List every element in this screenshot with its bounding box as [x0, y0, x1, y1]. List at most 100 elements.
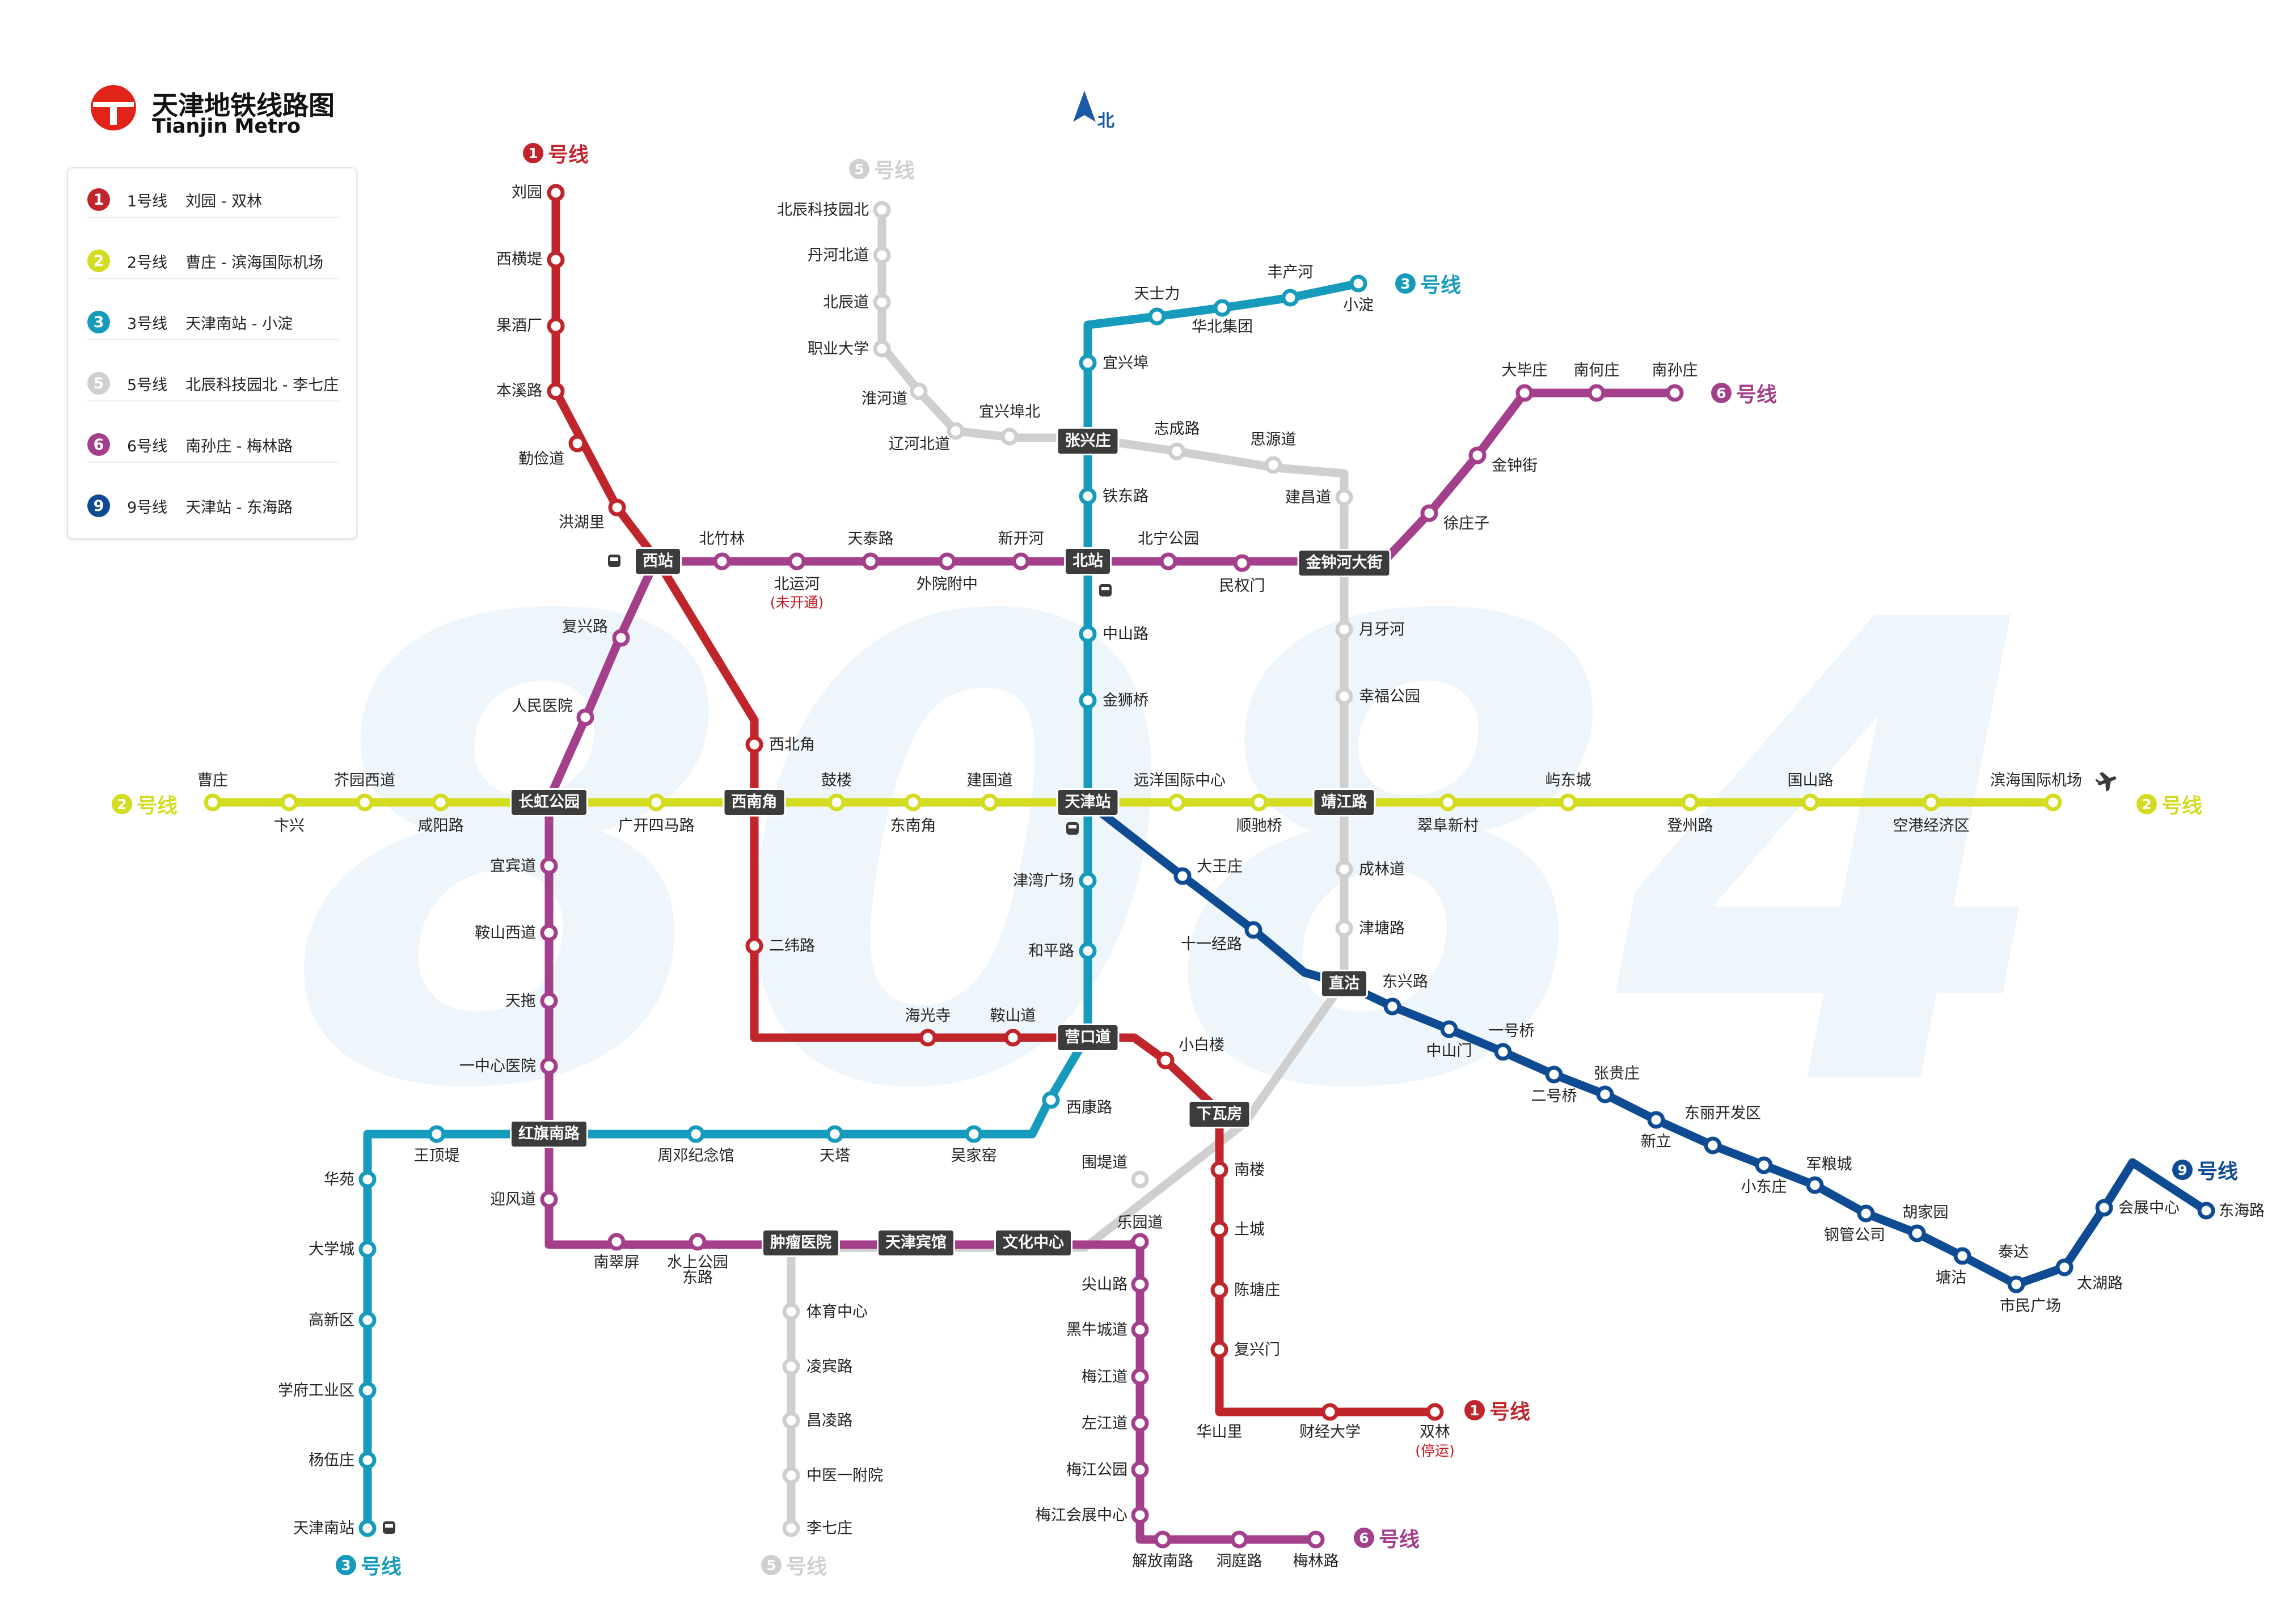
station-label[interactable]: 勤俭道 [518, 450, 564, 468]
station-label[interactable]: 幸福公园 [1359, 688, 1420, 705]
station-label[interactable]: 中山门 [1426, 1042, 1472, 1060]
station-label[interactable]: 陈塘庄 [1234, 1282, 1280, 1299]
station-label[interactable]: 市民广场 [2000, 1297, 2061, 1315]
station-label[interactable]: 顺驰桥 [1236, 817, 1282, 835]
station-label[interactable]: 国山路 [1787, 772, 1834, 789]
station-label[interactable]: 中医一附院 [806, 1467, 883, 1485]
station-label[interactable]: 南何庄 [1573, 362, 1620, 379]
station-label[interactable]: 梅江公园 [1066, 1461, 1128, 1479]
station-label[interactable]: 乐园道 [1117, 1214, 1163, 1232]
station-label[interactable]: 钢管公司 [1824, 1227, 1885, 1244]
station-label[interactable]: 卞兴 [274, 817, 305, 835]
station-label[interactable]: 二号桥 [1531, 1088, 1577, 1105]
station-label[interactable]: 空港经济区 [1893, 817, 1970, 835]
station-label[interactable]: 左江道 [1082, 1415, 1128, 1432]
station-label[interactable]: 鞍山道 [990, 1007, 1036, 1025]
station-label[interactable]: 金钟街 [1492, 457, 1538, 475]
station-label[interactable]: 学府工业区 [278, 1382, 354, 1399]
station-label[interactable]: 昌凌路 [806, 1412, 852, 1430]
station-label[interactable]: 大王庄 [1197, 858, 1243, 876]
station-label[interactable]: 刘园 [512, 184, 542, 201]
station-label[interactable]: 西北角 [769, 736, 815, 754]
station-label[interactable]: 月牙河 [1359, 621, 1405, 638]
station-label[interactable]: 北辰科技园北 [777, 201, 869, 219]
station-label[interactable]: 梅江道 [1082, 1368, 1128, 1386]
station-label[interactable]: 体育中心 [806, 1303, 868, 1321]
station-label[interactable]: 鼓楼 [821, 772, 852, 789]
station-label[interactable]: 徐庄子 [1443, 515, 1489, 532]
interchange-xinanjiao[interactable]: 西南角 [723, 788, 786, 817]
station-label[interactable]: 会展中心 [2118, 1199, 2180, 1217]
station-label[interactable]: 南孙庄 [1652, 362, 1698, 379]
station-label[interactable]: 民权门 [1219, 577, 1265, 595]
station-label[interactable]: 宜宾道 [490, 857, 536, 875]
station-label[interactable]: 中山路 [1103, 625, 1148, 643]
station-label[interactable]: 建昌道 [1285, 489, 1331, 506]
station-label[interactable]: 广开四马路 [618, 817, 695, 835]
station-label[interactable]: 新立 [1641, 1133, 1671, 1151]
station-label[interactable]: 一中心医院 [459, 1058, 536, 1075]
station-label[interactable]: 屿东城 [1545, 772, 1591, 789]
station-label[interactable]: 大学城 [309, 1241, 354, 1258]
station-label[interactable]: 财经大学 [1299, 1423, 1361, 1441]
station-label[interactable]: 滨海国际机场 [1990, 772, 2082, 789]
station-label[interactable]: 双林 [1420, 1423, 1450, 1441]
station-label[interactable]: 梅林路 [1293, 1553, 1339, 1570]
interchange-tianjinzhan[interactable]: 天津站 [1056, 788, 1120, 817]
station-label[interactable]: 解放南路 [1132, 1553, 1193, 1570]
station-label[interactable]: 北辰道 [823, 294, 869, 311]
station-label[interactable]: 复兴门 [1234, 1341, 1280, 1359]
station-label[interactable]: 津湾广场 [1013, 872, 1074, 890]
station-label[interactable]: 小淀 [1343, 297, 1374, 314]
station-label[interactable]: 外院附中 [917, 576, 978, 593]
station-label[interactable]: 水上公园东路 [667, 1254, 728, 1287]
interchange-jingjianglu[interactable]: 靖江路 [1312, 788, 1376, 817]
interchange-hongqinan[interactable]: 红旗南路 [510, 1120, 588, 1148]
station-label[interactable]: 东兴路 [1382, 973, 1428, 991]
station-label[interactable]: 泰达 [1998, 1244, 2029, 1261]
station-label[interactable]: 金狮桥 [1103, 692, 1148, 709]
station-label[interactable]: 洪湖里 [559, 514, 605, 531]
station-label[interactable]: 津塘路 [1359, 920, 1405, 937]
station-label[interactable]: 胡家园 [1902, 1204, 1949, 1221]
station-label[interactable]: 宜兴埠北 [979, 403, 1040, 421]
station-label[interactable]: 果酒厂 [496, 317, 542, 335]
station-label[interactable]: 丹河北道 [808, 247, 869, 264]
station-label[interactable]: 高新区 [309, 1312, 354, 1329]
station-label[interactable]: 西康路 [1066, 1099, 1112, 1116]
station-label[interactable]: 天塔 [820, 1147, 850, 1165]
interchange-wenhua[interactable]: 文化中心 [994, 1229, 1072, 1257]
station-label[interactable]: 志成路 [1154, 420, 1200, 438]
station-label[interactable]: 一号桥 [1488, 1022, 1535, 1040]
station-label[interactable]: 华北集团 [1192, 318, 1253, 336]
station-label[interactable]: 复兴路 [562, 618, 608, 636]
station-label[interactable]: 职业大学 [808, 340, 869, 358]
station-label[interactable]: 海光寺 [905, 1007, 951, 1025]
station-label[interactable]: 大毕庄 [1501, 362, 1548, 379]
station-label[interactable]: 土城 [1234, 1221, 1265, 1238]
interchange-binguan[interactable]: 天津宾馆 [877, 1229, 955, 1257]
station-label[interactable]: 小东庄 [1741, 1178, 1787, 1196]
station-label[interactable]: 天拖 [505, 992, 536, 1010]
station-label[interactable]: 凌宾路 [806, 1358, 852, 1376]
interchange-jinzhonghe[interactable]: 金钟河大街 [1297, 549, 1391, 577]
station-label[interactable]: 天泰路 [847, 530, 894, 548]
station-label[interactable]: 建国道 [966, 772, 1013, 789]
interchange-zhigu[interactable]: 直沽 [1320, 970, 1368, 998]
station-label[interactable]: 淮河道 [862, 390, 907, 408]
station-label[interactable]: 翠阜新村 [1417, 817, 1479, 835]
station-label[interactable]: 人民医院 [512, 697, 573, 715]
station-label[interactable]: 北运河 [774, 576, 820, 593]
station-label[interactable]: 和平路 [1028, 942, 1074, 960]
station-label[interactable]: 远洋国际中心 [1134, 772, 1226, 789]
station-label[interactable]: 围堤道 [1082, 1154, 1128, 1172]
station-label[interactable]: 王顶堤 [413, 1147, 460, 1165]
station-label[interactable]: 华苑 [324, 1171, 354, 1189]
station-label[interactable]: 曹庄 [197, 772, 228, 789]
station-label[interactable]: 西横堤 [496, 251, 542, 268]
station-label[interactable]: 本溪路 [496, 382, 542, 400]
station-label[interactable]: 辽河北道 [889, 435, 950, 453]
interchange-beizhan[interactable]: 北站 [1064, 547, 1112, 576]
interchange-zhongliu[interactable]: 肿瘤医院 [762, 1229, 840, 1257]
station-label[interactable]: 洞庭路 [1216, 1553, 1262, 1570]
